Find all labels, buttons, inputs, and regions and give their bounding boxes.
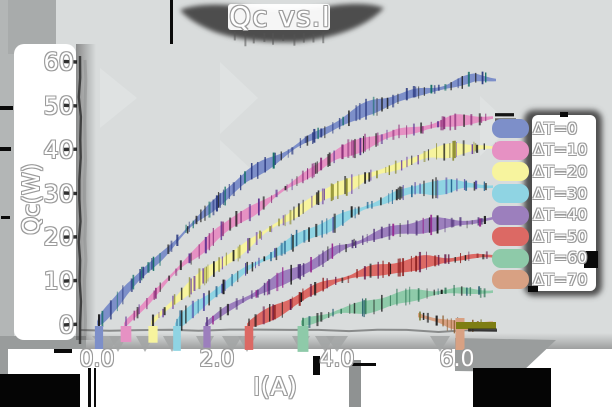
legend-swatch (492, 227, 529, 247)
legend: ΔT=0 ΔT=10 ΔT=20 ΔT=30 ΔT=40 ΔT=50 ΔT=60 ΔT=70 (492, 118, 587, 291)
y-tick-label: 30 (43, 179, 74, 208)
legend-swatch (492, 162, 529, 182)
legend-item: ΔT=0 (492, 118, 587, 140)
grunge-olive-mark (456, 322, 496, 329)
x-tick-label: 2.0 (199, 347, 235, 372)
legend-item: ΔT=60 (492, 248, 587, 270)
y-axis-sticker (14, 44, 76, 340)
series-line-dt-50 (244, 251, 493, 350)
legend-item: ΔT=40 (492, 204, 587, 226)
legend-swatch (492, 119, 529, 139)
legend-item: ΔT=20 (492, 161, 587, 183)
y-tick-label: 50 (43, 91, 74, 120)
legend-label: ΔT=30 (533, 183, 588, 203)
y-tick-mark (61, 235, 78, 239)
series-line-dt-0 (94, 71, 496, 350)
grunge-black-blob (473, 368, 551, 407)
y-axis-spine (77, 55, 83, 345)
y-tick-mark (61, 191, 78, 196)
series-line-dt-20 (148, 140, 516, 343)
x-tick-label: 4.0 (319, 347, 355, 372)
legend-label: ΔT=20 (533, 161, 588, 181)
y-tick-mark (61, 103, 78, 108)
legend-label: ΔT=0 (533, 118, 578, 138)
y-tick-label: 60 (43, 48, 74, 76)
x-axis-label: I(A) (253, 372, 297, 401)
legend-item: ΔT=30 (492, 183, 587, 205)
y-tick-label: 10 (43, 267, 74, 296)
y-tick-label: 40 (43, 135, 74, 164)
legend-label: ΔT=40 (533, 205, 588, 225)
legend-label: ΔT=70 (533, 269, 588, 289)
legend-label: ΔT=10 (533, 140, 588, 160)
grunge-black-blob (0, 374, 80, 407)
legend-item: ΔT=10 (492, 140, 587, 162)
y-tick-mark (61, 278, 78, 283)
legend-label: ΔT=50 (533, 226, 588, 246)
legend-item: ΔT=50 (492, 226, 587, 248)
legend-swatch (492, 270, 529, 290)
y-tick-label: 0 (58, 311, 74, 339)
legend-swatch (492, 248, 529, 268)
legend-swatch (492, 184, 529, 204)
legend-swatch (492, 140, 529, 160)
series-line-dt-60 (297, 284, 493, 352)
x-tick-label: 0.0 (79, 347, 115, 372)
series-line-dt-10 (120, 113, 516, 343)
chart-title: Qc vs.I (229, 0, 331, 33)
y-tick-mark (61, 59, 78, 64)
y-tick-mark (61, 147, 78, 152)
x-tick-label: 6.0 (439, 347, 475, 372)
y-tick-mark (61, 322, 78, 327)
y-tick-label: 20 (43, 223, 74, 252)
legend-label: ΔT=60 (533, 248, 588, 268)
legend-item: ΔT=70 (492, 269, 587, 291)
series-line-dt-40 (203, 214, 493, 348)
legend-swatch (492, 205, 529, 225)
